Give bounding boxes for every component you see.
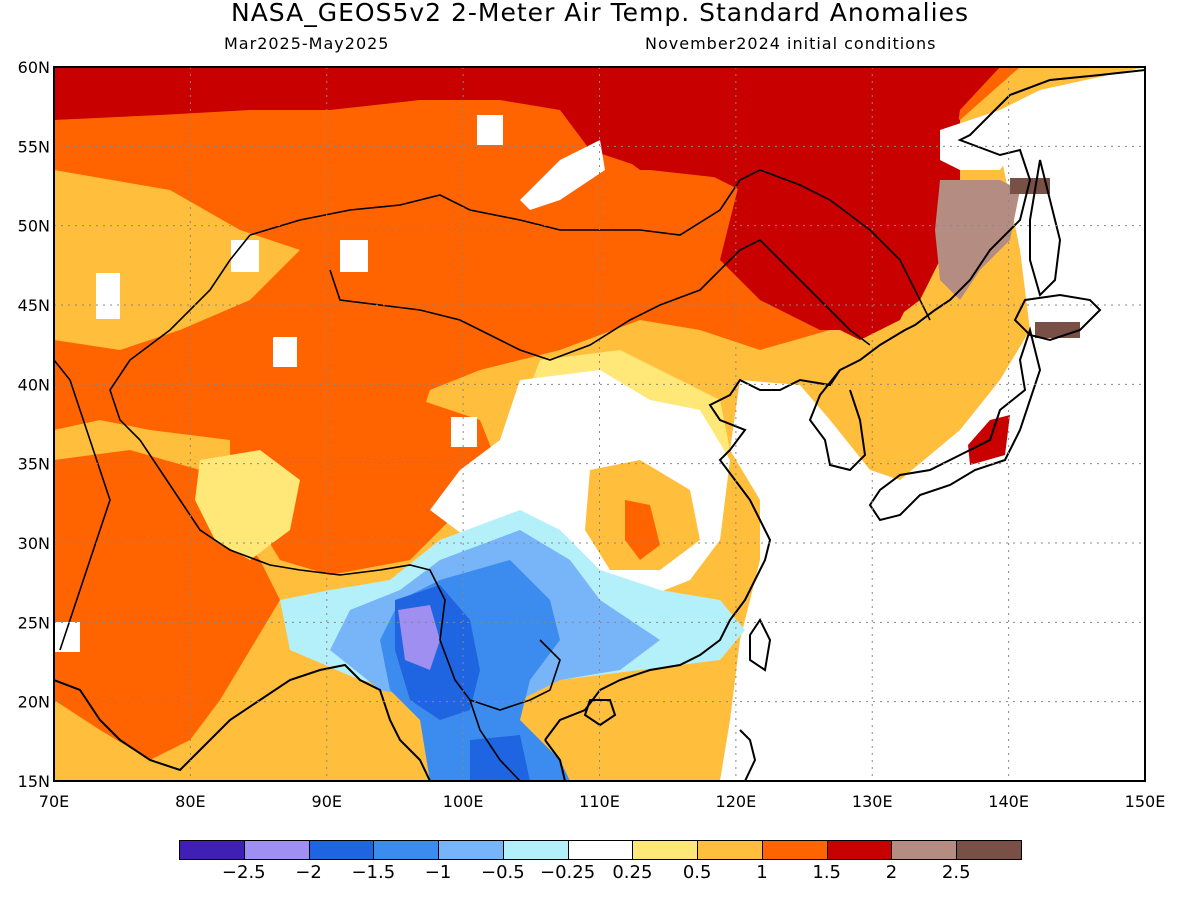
nodata-baikal xyxy=(520,140,605,210)
nodata-box xyxy=(340,240,368,272)
field-orange-central xyxy=(625,500,660,560)
ocean-mask xyxy=(720,67,1145,781)
lat-tick-label: 45N xyxy=(18,296,50,315)
colorbar-label: 2 xyxy=(885,862,898,883)
field-darkred-east xyxy=(600,67,1000,340)
lon-tick-label: 150E xyxy=(1125,792,1166,811)
lon-tick-label: 100E xyxy=(443,792,484,811)
border-manchuria xyxy=(759,239,871,346)
colorbar-label: 0.25 xyxy=(612,862,653,883)
forecast-period: Mar2025-May2025 xyxy=(224,34,390,53)
nodata-box xyxy=(273,337,297,367)
colorbar-swatch xyxy=(697,840,763,860)
colorbar-swatch xyxy=(179,840,245,860)
colorbar xyxy=(179,840,1022,862)
lon-tick-label: 130E xyxy=(852,792,893,811)
colorbar-label: −2.5 xyxy=(221,862,266,883)
lat-tick-label: 60N xyxy=(18,58,50,77)
nodata-box xyxy=(231,240,259,272)
lat-tick-label: 55N xyxy=(18,137,50,156)
map-title: NASA_GEOS5v2 2-Meter Air Temp. Standard … xyxy=(231,0,969,27)
gridlines xyxy=(54,67,1145,781)
coastline-sakhalin xyxy=(1029,159,1062,297)
nodata-box xyxy=(96,273,120,319)
coastline-hainan xyxy=(583,699,617,727)
field-deepblue-laos xyxy=(470,735,530,781)
colorbar-label: 1 xyxy=(756,862,768,883)
colorbar-swatch xyxy=(308,840,375,860)
coastlines xyxy=(54,69,1145,781)
field-lavender-myanmar xyxy=(398,605,440,670)
lat-tick-label: 40N xyxy=(18,375,50,394)
colorbar-swatch xyxy=(438,840,504,860)
map-frame xyxy=(53,66,1146,782)
colorbar-swatch xyxy=(243,840,310,860)
lon-tick-label: 110E xyxy=(579,792,620,811)
colorbar-label: 0.5 xyxy=(682,862,712,883)
coastline-japan xyxy=(868,326,1042,522)
field-yellow-tibet xyxy=(195,450,300,560)
lon-tick-label: 120E xyxy=(716,792,757,811)
field-darkbrown-sakhalin-2 xyxy=(1010,178,1050,194)
coastline-philippines xyxy=(739,729,757,781)
field-orange-tibet xyxy=(230,400,500,575)
coastline-india-bay xyxy=(54,663,431,781)
lon-tick-label: 140E xyxy=(988,792,1029,811)
border-mekong xyxy=(469,699,521,781)
border-china-mongolia xyxy=(329,239,761,361)
lat-tick-label: 25N xyxy=(18,613,50,632)
nodata-coast-ne xyxy=(940,90,1040,170)
border-india-pakistan xyxy=(54,359,111,651)
lat-tick-label: 15N xyxy=(18,772,50,791)
colorbar-label: 2.5 xyxy=(941,862,971,883)
colorbar-swatch xyxy=(567,840,634,860)
field-brown-amur xyxy=(935,180,1020,300)
coastline-hokkaido xyxy=(1013,293,1102,342)
field-darkbrown-sakhalin xyxy=(1035,322,1080,338)
colorbar-label: 1.5 xyxy=(812,862,842,883)
colorbar-swatch xyxy=(502,840,569,860)
colorbar-label: −1 xyxy=(424,862,452,883)
nodata-box xyxy=(477,115,503,145)
latitude-ticks: 15N 20N 25N 30N 35N 40N 45N 50N 55N 60N xyxy=(18,58,50,791)
colorbar-swatch xyxy=(373,840,440,860)
lat-tick-label: 35N xyxy=(18,455,50,474)
colorbar-swatch xyxy=(826,840,893,860)
longitude-ticks: 70E 80E 90E 100E 110E 120E 130E 140E 150E xyxy=(39,792,1166,811)
initial-conditions: November2024 initial conditions xyxy=(645,34,937,53)
coastline-taiwan xyxy=(749,618,772,672)
colorbar-swatch xyxy=(632,840,699,860)
lat-tick-label: 20N xyxy=(18,693,50,712)
border-russia-mongolia xyxy=(249,169,931,321)
anomaly-fields xyxy=(54,67,1145,781)
colorbar-swatch xyxy=(956,840,1022,860)
lat-tick-label: 30N xyxy=(18,534,50,553)
colorbar-label: −0.5 xyxy=(480,862,525,883)
lon-tick-label: 90E xyxy=(312,792,342,811)
lat-tick-label: 50N xyxy=(18,217,50,236)
colorbar-swatch xyxy=(761,840,828,860)
lon-tick-label: 80E xyxy=(175,792,205,811)
colorbar-label: −0.25 xyxy=(540,862,596,883)
coastline-korea xyxy=(808,369,867,472)
nodata-box xyxy=(451,417,477,447)
border-china-kazakh xyxy=(109,234,251,441)
colorbar-swatch xyxy=(891,840,958,860)
coastline-asia-east xyxy=(544,69,1145,741)
colorbar-label: −1.5 xyxy=(351,862,396,883)
lon-tick-label: 70E xyxy=(39,792,69,811)
colorbar-label: −2 xyxy=(295,862,322,883)
coastline-vietnam xyxy=(544,739,566,781)
